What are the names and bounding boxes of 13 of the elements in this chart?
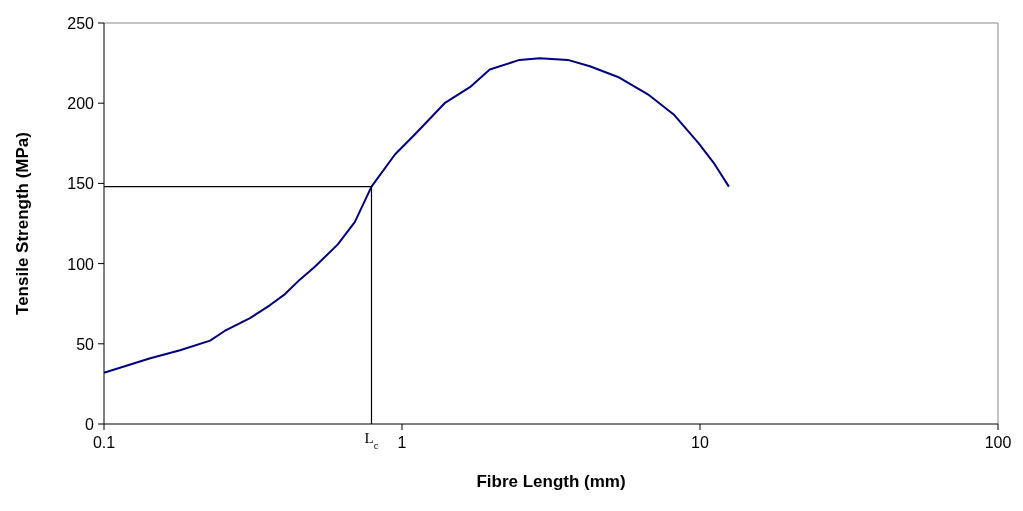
x-tick-label: 10	[691, 434, 709, 451]
y-tick-label: 100	[67, 255, 95, 273]
x-tick-label: 0.1	[92, 434, 116, 451]
x-tick-label: 1	[397, 434, 407, 451]
annotation: L$_{c}$	[364, 430, 379, 451]
y-tick-label: 50	[76, 335, 95, 353]
x-tick-label: 100	[984, 434, 1012, 451]
y-axis-title: Tensile Strength (MPa)	[13, 132, 32, 315]
x-axis-title: Fibre Length (mm)	[476, 472, 626, 491]
y-tick-label: 250	[67, 15, 95, 32]
y-tick-label: 150	[67, 175, 95, 193]
y-tick-label: 200	[67, 95, 95, 113]
y-tick-label: 0	[85, 416, 95, 433]
